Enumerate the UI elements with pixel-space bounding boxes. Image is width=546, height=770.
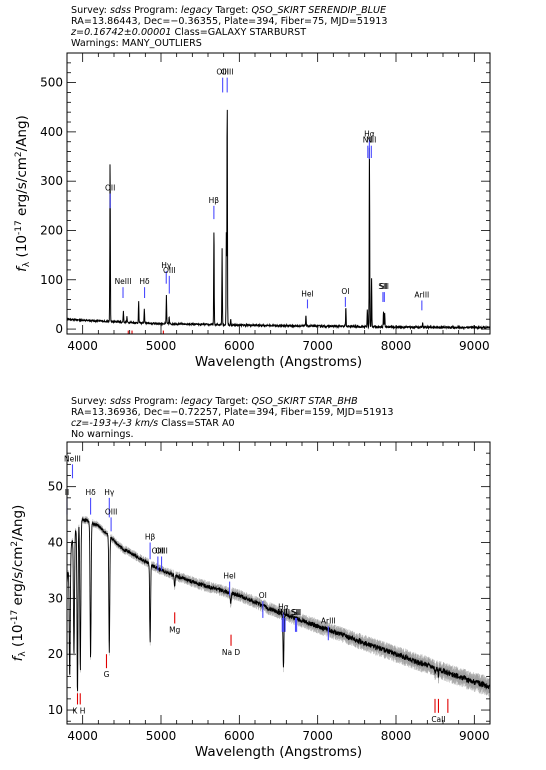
y-tick-label: 50 [48,480,63,494]
x-tick-label: 9000 [459,339,490,353]
x-axis-label: Wavelength (Angstroms) [195,354,362,370]
emission-line-label: OIII [163,266,176,275]
y-tick-label: 10 [48,703,63,717]
emission-line-label: NeIII [115,277,132,286]
x-tick-label: 9000 [459,729,490,743]
emission-line-label: OI [259,591,267,600]
y-axis-label: fλ (10-17 erg/s/cm2/Ang) [14,115,32,272]
x-tick-label: 6000 [224,339,255,353]
emission-line-label: NII [280,608,290,617]
y-tick-label: 300 [40,174,63,188]
x-tick-label: 7000 [302,339,333,353]
emission-line-label: NII [366,136,376,145]
plot-frame [67,442,490,724]
y-tick-label: 100 [40,273,63,287]
y-tick-label: 400 [40,125,63,139]
x-tick-label: 7000 [302,729,333,743]
y-tick-label: 20 [48,647,63,661]
y-tick-label: 0 [55,322,63,336]
x-tick-label: 5000 [146,729,177,743]
absorption-line-label: CaII [431,715,445,724]
x-tick-label: 5000 [146,339,177,353]
emission-line-label: ArIII [321,616,336,625]
emission-line-label: Hδ [85,488,96,497]
emission-line-label: OIII [221,68,234,77]
emission-line-label: OII [105,184,115,193]
x-tick-label: 4000 [67,339,98,353]
x-tick-label: 6000 [224,729,255,743]
absorption-line-label: Mg [169,625,180,634]
emission-line-label: Hβ [145,533,156,542]
emission-line-label: OIII [155,546,168,555]
spectrum-panel-bottom: Survey: sdss Program: legacy Target: QSO… [0,385,546,770]
emission-line-label: ArIII [414,290,429,299]
emission-line-label: OI [341,287,349,296]
y-tick-label: 200 [40,223,63,237]
emission-line-label: SII [380,282,389,291]
y-tick-label: 40 [48,536,63,550]
x-tick-label: 4000 [67,729,98,743]
y-axis-label: fλ (10-17 erg/s/cm2/Ang) [10,505,28,662]
spectrum-panel-top: Survey: sdss Program: legacy Target: QSO… [0,0,546,385]
emission-line-label: Hβ [209,196,220,205]
x-tick-label: 8000 [381,729,412,743]
spectrum-plot-bottom: 4000 5000 6000 7000 8000 9000 10 20 30 40 50 Wavele… [0,385,546,770]
x-tick-label: 8000 [381,339,412,353]
spectrum-plot-top: 4000 5000 6000 7000 8000 9000 0 100 200 300 400 500… [0,0,546,385]
absorption-line-label: Na D [222,648,241,657]
emission-line-label: Hγ [104,488,115,497]
emission-line-label: SII [292,608,301,617]
emission-line-label: OIII [105,507,118,516]
absorption-line-label: K H [72,706,85,715]
absorption-line-label: G [104,670,110,679]
emission-line-label: Hδ [139,277,150,286]
y-tick-label: 30 [48,591,63,605]
y-tick-label: 500 [40,76,63,90]
emission-line-label: HeI [223,572,235,581]
emission-line-label: HeI [301,289,313,298]
x-axis-label: Wavelength (Angstroms) [195,744,362,760]
